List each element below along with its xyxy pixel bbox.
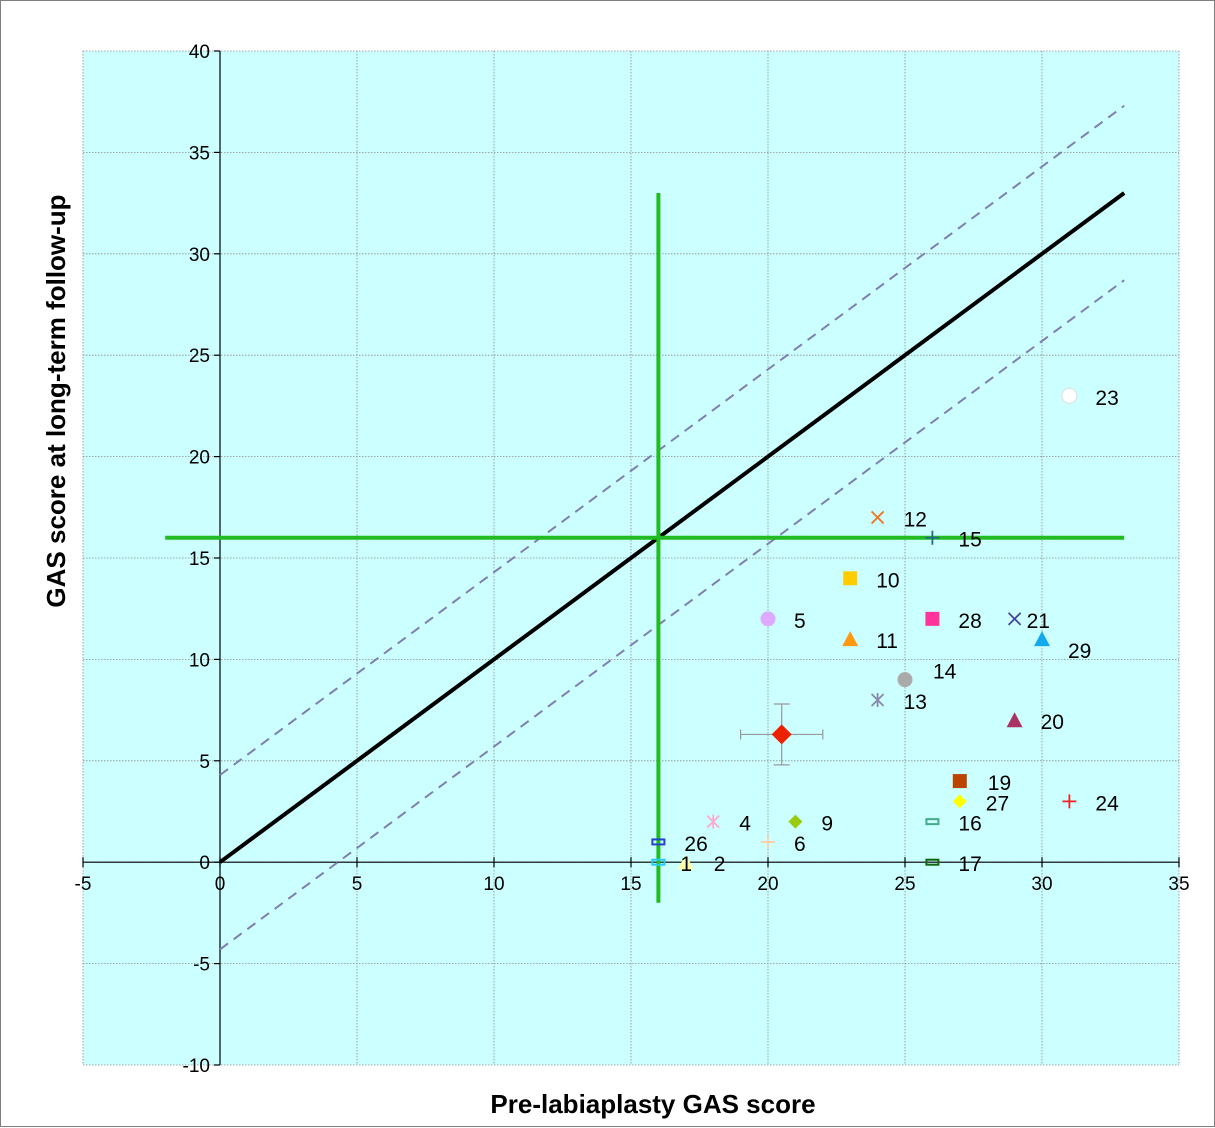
point-label-29: 29	[1068, 640, 1091, 663]
y-tick-label: 20	[189, 448, 210, 469]
point-label-11: 11	[876, 630, 898, 653]
upper-limit-line	[219, 104, 1125, 776]
y-tick-label: 0	[199, 853, 210, 874]
data-point-1	[651, 858, 666, 866]
y-tick-label: -10	[183, 1056, 210, 1077]
point-label-24: 24	[1095, 792, 1119, 815]
data-point-10	[843, 571, 858, 586]
reference-lines	[165, 104, 1126, 951]
x-tick-label: 25	[894, 874, 915, 895]
data-point-28	[925, 611, 940, 626]
data-point-21	[1007, 612, 1022, 626]
mean-point-group	[739, 703, 824, 766]
axes	[82, 50, 1180, 1066]
data-point-29	[1034, 631, 1050, 647]
point-label-17: 17	[958, 853, 981, 876]
point-label-27: 27	[986, 792, 1009, 815]
x-tick-label: 0	[215, 874, 226, 895]
data-point-27	[952, 794, 967, 809]
data-point-5	[760, 611, 776, 627]
point-label-14: 14	[933, 661, 957, 684]
data-point-16	[925, 818, 940, 826]
data-point-6	[761, 834, 775, 849]
x-tick-label: 10	[483, 874, 504, 895]
point-label-15: 15	[958, 529, 981, 552]
y-axis-title: GAS score at long-term follow-up	[41, 194, 71, 607]
y-tick-label: 25	[189, 346, 210, 367]
point-label-26: 26	[684, 833, 707, 856]
point-label-12: 12	[904, 508, 927, 531]
data-point-2	[677, 854, 694, 870]
x-tick-label: 20	[757, 874, 778, 895]
point-label-5: 5	[794, 610, 806, 633]
data-point-23	[1061, 387, 1078, 404]
y-tick-label: 10	[189, 650, 210, 671]
data-point-26	[651, 838, 666, 846]
x-axis-title: Pre-labiaplasty GAS score	[490, 1089, 815, 1119]
data-point-11	[842, 631, 859, 647]
identity-line	[218, 191, 1126, 864]
data-point-19	[952, 774, 967, 789]
x-tick-label: 5	[352, 874, 363, 895]
x-tick-label: 30	[1031, 874, 1052, 895]
data-point-12	[870, 510, 885, 525]
point-label-2: 2	[714, 853, 726, 876]
point-label-23: 23	[1095, 387, 1118, 410]
data-points	[651, 387, 1078, 870]
point-label-20: 20	[1041, 711, 1064, 734]
x-tick-label: -5	[75, 874, 92, 895]
point-label-10: 10	[876, 569, 899, 592]
point-label-28: 28	[958, 610, 981, 633]
data-point-13	[870, 692, 885, 707]
point-label-4: 4	[739, 813, 751, 836]
point-label-13: 13	[904, 691, 927, 714]
x-tick-label: 35	[1168, 874, 1189, 895]
data-point-17	[925, 858, 940, 866]
y-tick-label: 35	[189, 143, 210, 164]
data-point-20	[1006, 712, 1023, 728]
point-label-1: 1	[680, 853, 692, 876]
point-label-16: 16	[958, 813, 981, 836]
y-tick-label: 5	[199, 752, 210, 773]
y-tick-label: 30	[189, 245, 210, 266]
lower-limit-line	[219, 279, 1125, 951]
y-tick-label: -5	[193, 955, 210, 976]
point-label-21: 21	[1027, 610, 1050, 633]
data-point-9	[788, 814, 803, 829]
y-tick-label: 40	[189, 42, 210, 63]
y-tick-label: 15	[189, 549, 210, 570]
point-label-6: 6	[794, 833, 806, 856]
data-point-4	[706, 814, 720, 829]
data-point-14	[897, 672, 913, 688]
point-label-19: 19	[988, 772, 1011, 795]
mean-point-marker	[771, 724, 792, 745]
x-tick-label: 15	[620, 874, 641, 895]
data-point-24	[1062, 794, 1077, 809]
point-label-9: 9	[821, 813, 833, 836]
data-point-15	[925, 530, 940, 545]
